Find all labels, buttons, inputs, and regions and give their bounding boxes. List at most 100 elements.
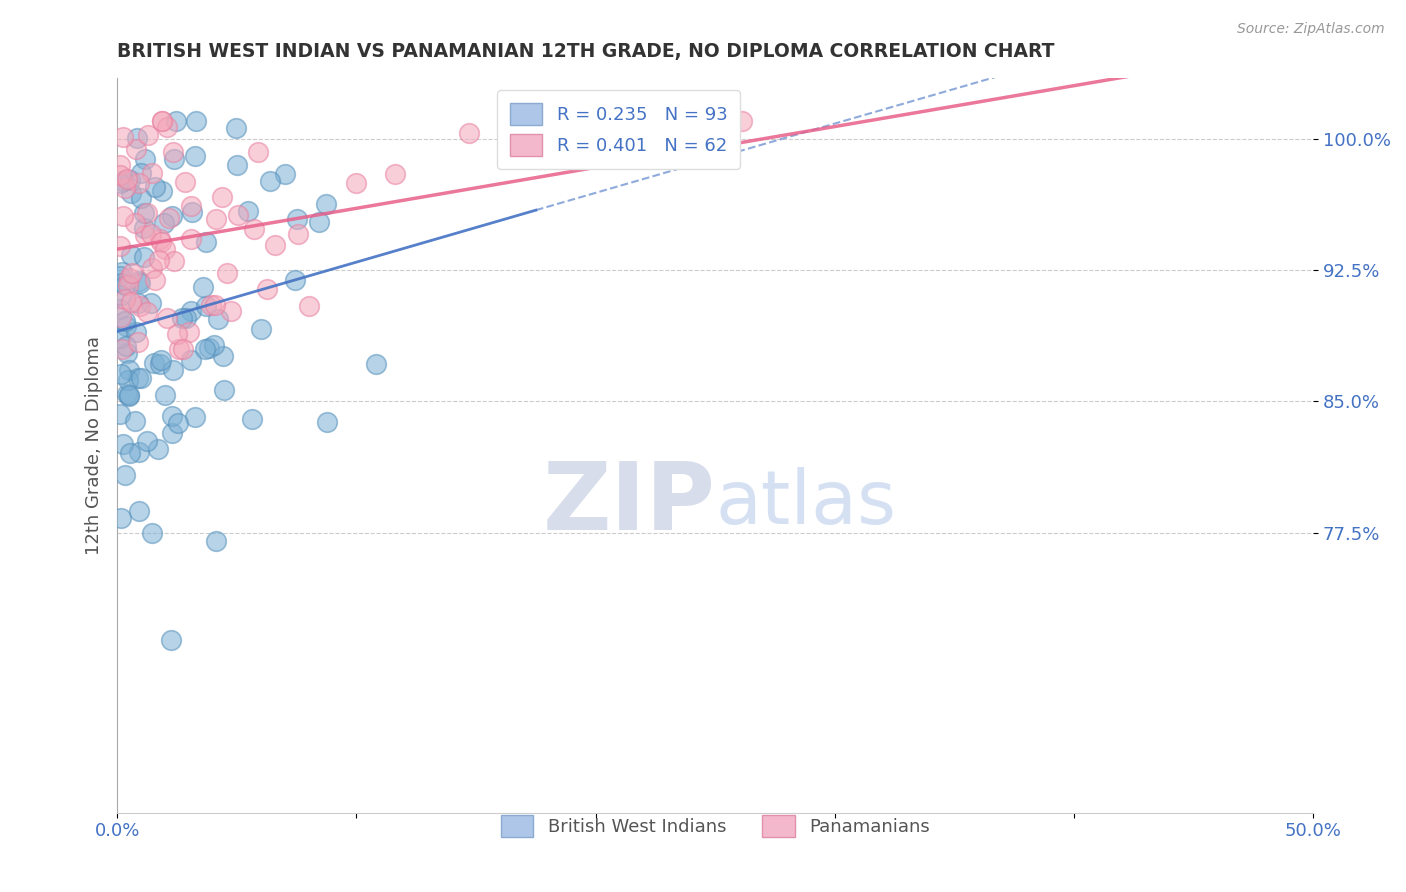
Point (298, 299, 321, 313)
Point (163, 152, 186, 166)
Point (194, 342, 217, 356)
Point (156, 311, 179, 326)
Point (195, 299, 218, 313)
Point (114, 468, 136, 483)
Point (731, 114, 754, 128)
Point (135, 206, 157, 220)
Point (180, 205, 202, 219)
Point (211, 349, 233, 363)
Point (111, 265, 134, 279)
Point (180, 199, 202, 213)
Point (167, 417, 190, 431)
Point (226, 208, 249, 222)
Point (150, 114, 173, 128)
Text: ZIP: ZIP (543, 458, 716, 549)
Point (111, 129, 134, 144)
Point (128, 445, 150, 459)
Point (207, 311, 229, 326)
Point (124, 414, 146, 428)
Point (198, 341, 221, 355)
Point (172, 342, 194, 356)
Point (129, 370, 152, 384)
Point (204, 298, 226, 312)
Point (202, 338, 225, 352)
Point (111, 437, 134, 451)
Point (127, 334, 149, 349)
Point (180, 232, 202, 246)
Point (128, 276, 150, 290)
Point (114, 181, 136, 195)
Point (110, 511, 132, 525)
Point (184, 149, 207, 163)
Point (184, 409, 207, 424)
Text: Source: ZipAtlas.com: Source: ZipAtlas.com (1237, 22, 1385, 37)
Point (366, 357, 388, 371)
Point (166, 327, 188, 342)
Point (219, 303, 242, 318)
Point (115, 338, 138, 352)
Point (112, 174, 135, 188)
Point (114, 292, 136, 306)
Point (121, 266, 143, 280)
Point (179, 326, 201, 340)
Point (226, 158, 249, 172)
Point (115, 318, 138, 333)
Point (134, 228, 156, 243)
Point (145, 273, 167, 287)
Point (225, 120, 247, 135)
Point (205, 534, 228, 549)
Point (160, 632, 183, 647)
Point (191, 279, 214, 293)
Point (457, 126, 479, 140)
Point (149, 232, 172, 246)
Point (108, 158, 131, 172)
Point (274, 167, 297, 181)
Y-axis label: 12th Grade, No Diploma: 12th Grade, No Diploma (86, 335, 103, 555)
Point (315, 196, 337, 211)
Point (128, 504, 150, 518)
Point (155, 120, 177, 135)
Point (108, 239, 131, 253)
Point (160, 209, 183, 223)
Point (120, 173, 142, 187)
Point (117, 277, 139, 292)
Point (111, 276, 134, 290)
Point (141, 525, 163, 540)
Text: BRITISH WEST INDIAN VS PANAMANIAN 12TH GRADE, NO DIPLOMA CORRELATION CHART: BRITISH WEST INDIAN VS PANAMANIAN 12TH G… (117, 42, 1054, 61)
Point (150, 114, 173, 128)
Point (125, 142, 148, 156)
Point (128, 299, 150, 313)
Point (141, 227, 163, 241)
Point (125, 326, 148, 340)
Point (162, 362, 184, 376)
Point (149, 235, 172, 249)
Point (236, 203, 259, 218)
Point (212, 384, 235, 398)
Point (108, 176, 131, 190)
Point (136, 305, 159, 319)
Point (141, 166, 163, 180)
Point (142, 356, 165, 370)
Point (153, 216, 176, 230)
Point (121, 248, 143, 262)
Point (118, 363, 141, 377)
Point (127, 296, 149, 310)
Point (136, 128, 159, 142)
Point (150, 184, 173, 198)
Point (135, 434, 157, 449)
Point (114, 313, 136, 327)
Point (167, 342, 190, 356)
Point (120, 446, 142, 460)
Point (132, 206, 155, 220)
Point (117, 373, 139, 387)
Point (217, 266, 239, 280)
Point (160, 425, 183, 440)
Point (117, 270, 139, 285)
Point (108, 169, 131, 183)
Point (259, 174, 281, 188)
Point (287, 227, 309, 241)
Point (240, 412, 263, 426)
Point (118, 388, 141, 402)
Point (108, 407, 131, 421)
Point (111, 210, 134, 224)
